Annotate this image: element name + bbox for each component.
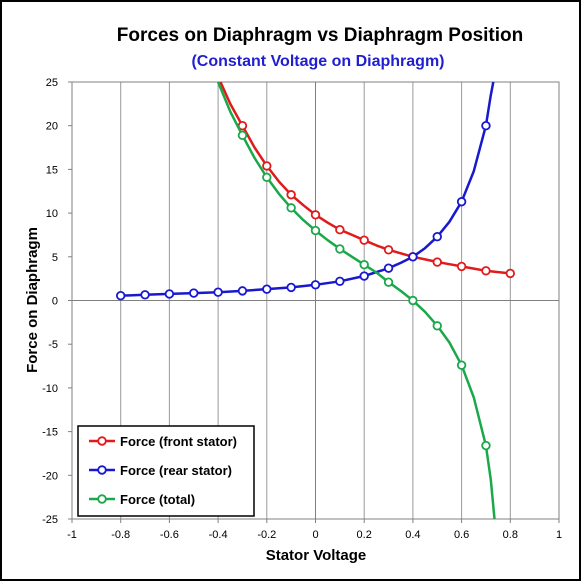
legend-entry-1: Force (front stator) [89, 434, 237, 449]
data-point [237, 286, 248, 296]
y-tick-label: -10 [42, 383, 58, 395]
x-tick-label: 0.8 [503, 529, 518, 541]
data-point [481, 120, 491, 131]
y-tick-label: -5 [48, 339, 58, 351]
x-tick-label: -0.4 [209, 529, 228, 541]
data-point [432, 257, 442, 267]
series-layer [115, 81, 515, 520]
data-point [262, 161, 272, 171]
series-3 [216, 81, 496, 520]
y-axis-label: Force on Diaphragm [24, 227, 41, 373]
legend-entry-3: Force (total) [89, 492, 195, 507]
data-point [164, 289, 175, 299]
legend-swatch-marker [97, 494, 107, 504]
y-tick-label: -15 [42, 427, 58, 439]
data-point [310, 225, 321, 236]
data-point [140, 290, 150, 300]
data-point [115, 290, 126, 301]
data-point [383, 263, 394, 273]
data-point [335, 225, 345, 235]
x-axis-label: Stator Voltage [266, 547, 367, 564]
chart-subtitle: (Constant Voltage on Diaphragm) [191, 53, 444, 70]
data-point [359, 235, 369, 245]
x-tick-label: -1 [67, 529, 77, 541]
x-tick-label: 0.2 [357, 529, 372, 541]
data-point [213, 287, 223, 297]
data-point [262, 284, 272, 294]
data-point [432, 231, 442, 242]
legend: Force (front stator) Force (rear stator) F… [77, 425, 255, 517]
x-tick-label: 0.6 [454, 529, 469, 541]
data-point [335, 244, 345, 254]
data-point [383, 277, 394, 287]
data-point [432, 321, 442, 331]
data-point [286, 190, 296, 200]
data-point [310, 280, 321, 290]
data-point [456, 360, 467, 370]
x-tick-label: -0.8 [111, 529, 130, 541]
data-point [286, 203, 296, 213]
y-tick-label: 15 [46, 164, 58, 176]
data-point [359, 259, 369, 270]
x-tick-labels: -1 -0.8 -0.6 -0.4 -0.2 0 0.2 0.4 0.6 0.8 1 [67, 519, 562, 541]
data-point [505, 268, 515, 279]
x-tick-label: 1 [556, 529, 562, 541]
data-point [262, 172, 272, 182]
y-tick-label: -20 [42, 470, 58, 482]
x-tick-label: 0.4 [405, 529, 420, 541]
data-point [189, 288, 199, 298]
x-tick-label: 0 [312, 529, 318, 541]
legend-label: Force (total) [120, 492, 195, 507]
chart-title: Forces on Diaphragm vs Diaphragm Positio… [117, 25, 523, 46]
zero-axes [72, 82, 559, 519]
y-tick-label: 0 [52, 296, 58, 308]
y-tick-label: -25 [42, 514, 58, 526]
data-point [383, 245, 394, 255]
legend-label: Force (front stator) [120, 434, 237, 449]
legend-items: Force (front stator) Force (rear stator) F… [89, 434, 237, 507]
data-point [481, 440, 491, 451]
data-point [335, 276, 345, 286]
legend-swatch-marker [97, 465, 107, 475]
y-tick-label: 25 [46, 77, 58, 89]
y-tick-label: 20 [46, 121, 58, 133]
legend-label: Force (rear stator) [120, 463, 232, 478]
data-point [359, 271, 369, 281]
data-point [286, 282, 296, 293]
y-tick-label: 10 [46, 208, 58, 220]
legend-entry-2: Force (rear stator) [89, 463, 232, 478]
data-point [456, 261, 467, 272]
data-point [481, 266, 491, 276]
y-tick-labels: 25 20 15 10 5 0 -5 -10 -15 -20 -25 [42, 77, 72, 526]
x-tick-label: -0.6 [160, 529, 179, 541]
data-point [408, 295, 418, 306]
x-tick-label: -0.2 [257, 529, 276, 541]
y-tick-label: 5 [52, 252, 58, 264]
data-point [456, 197, 467, 207]
legend-swatch-marker [97, 436, 107, 446]
data-point [237, 130, 248, 141]
data-point [310, 210, 321, 220]
data-point [408, 252, 418, 262]
series-2 [115, 81, 495, 301]
